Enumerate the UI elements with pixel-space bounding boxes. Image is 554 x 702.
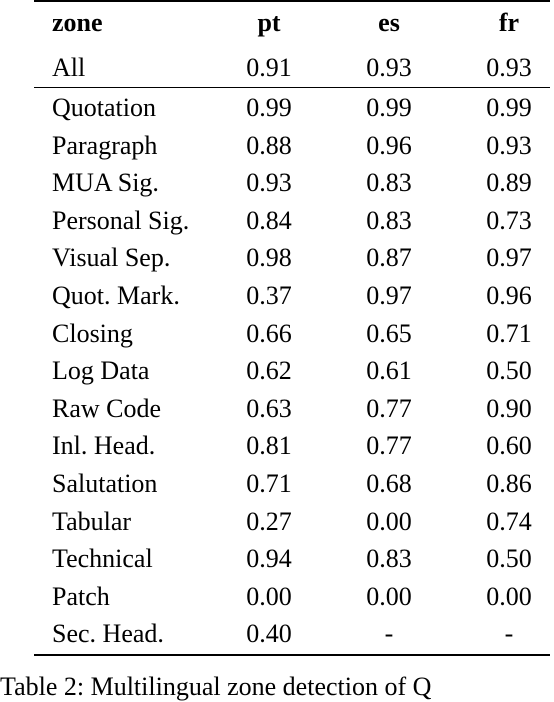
cell-fr: 0.86 (486, 469, 532, 498)
cell-zone: Quot. Mark. (52, 281, 180, 310)
table-row: Technical 0.94 0.83 0.50 (34, 540, 550, 578)
cell-pt: 0.99 (246, 93, 292, 122)
cell-pt: 0.71 (246, 469, 292, 498)
cell-fr: 0.50 (486, 356, 532, 386)
cell-es: 0.83 (366, 205, 412, 235)
table-row: Inl. Head. 0.81 0.77 0.60 (34, 427, 550, 465)
cell-es: - (384, 619, 394, 649)
cell-pt: 0.81 (246, 431, 292, 461)
cell-zone: Raw Code (52, 393, 162, 423)
table-row: Closing 0.66 0.65 0.71 (34, 315, 550, 353)
table-row: Patch 0.00 0.00 0.00 (34, 578, 550, 616)
cell-zone: Closing (52, 318, 133, 348)
cell-es: 0.00 (366, 581, 412, 611)
header-es: es (378, 8, 400, 37)
cell-fr: 0.90 (486, 393, 532, 423)
summary-es: 0.93 (366, 53, 412, 82)
table-row: Raw Code 0.63 0.77 0.90 (34, 390, 550, 428)
table-row: Visual Sep. 0.98 0.87 0.97 (34, 239, 550, 277)
table-row: Log Data 0.62 0.61 0.50 (34, 352, 550, 390)
table-top-rule (34, 0, 550, 2)
cell-pt: 0.37 (246, 281, 292, 310)
cell-fr: - (504, 619, 514, 649)
cell-fr: 0.89 (486, 168, 532, 198)
header-pt: pt (257, 8, 281, 37)
cell-zone: Quotation (52, 93, 156, 122)
cell-pt: 0.40 (246, 619, 292, 649)
table-row: Paragraph 0.88 0.96 0.93 (34, 127, 550, 165)
cell-zone: Technical (52, 544, 153, 574)
table-row: Tabular 0.27 0.00 0.74 (34, 503, 550, 541)
table-row: MUA Sig. 0.93 0.83 0.89 (34, 164, 550, 202)
cell-es: 0.77 (366, 393, 412, 423)
cell-es: 0.87 (366, 243, 412, 273)
cell-fr: 0.74 (486, 506, 532, 536)
cell-fr: 0.96 (486, 281, 532, 310)
cell-pt: 0.00 (246, 581, 292, 611)
header-fr: fr (498, 8, 520, 37)
cell-fr: 0.93 (486, 130, 532, 160)
cell-fr: 0.99 (486, 93, 532, 122)
cell-es: 0.00 (366, 506, 412, 536)
cell-fr: 0.97 (486, 243, 532, 273)
table-row: Quot. Mark. 0.37 0.97 0.96 (34, 277, 550, 315)
cell-zone: Inl. Head. (52, 431, 156, 461)
cell-pt: 0.63 (246, 393, 292, 423)
table-row: Salutation 0.71 0.68 0.86 (34, 465, 550, 503)
table-row: Sec. Head. 0.40 - - (34, 615, 550, 653)
cell-zone: Patch (52, 581, 110, 611)
cell-pt: 0.93 (246, 168, 292, 198)
cell-pt: 0.27 (246, 506, 292, 536)
table-row: Personal Sig. 0.84 0.83 0.73 (34, 202, 550, 240)
cell-zone: Tabular (52, 506, 132, 536)
cell-zone: Log Data (52, 356, 150, 386)
cell-fr: 0.00 (486, 581, 532, 611)
cell-fr: 0.50 (486, 544, 532, 574)
cell-fr: 0.73 (486, 205, 532, 235)
cell-fr: 0.71 (486, 318, 532, 348)
summary-fr: 0.93 (486, 53, 532, 82)
cell-pt: 0.84 (246, 205, 292, 235)
cell-zone: MUA Sig. (52, 168, 159, 198)
cell-pt: 0.66 (246, 318, 292, 348)
cell-zone: Salutation (52, 469, 158, 498)
header-zone: zone (52, 8, 103, 37)
cell-es: 0.61 (366, 356, 412, 386)
cell-zone: Paragraph (52, 130, 158, 160)
table-mid-rule (34, 87, 550, 89)
cell-es: 0.65 (366, 318, 412, 348)
cell-pt: 0.88 (246, 130, 292, 160)
cell-es: 0.99 (366, 93, 412, 122)
cell-pt: 0.98 (246, 243, 292, 273)
cell-es: 0.68 (366, 469, 412, 498)
table-bottom-rule (34, 654, 550, 656)
table-caption: Table 2: Multilingual zone detection of … (0, 672, 432, 701)
summary-pt: 0.91 (246, 53, 292, 82)
table-header-row: zone pt es fr (34, 2, 550, 40)
cell-es: 0.96 (366, 130, 412, 160)
cell-es: 0.83 (366, 544, 412, 574)
cell-es: 0.97 (366, 281, 412, 310)
cell-zone: Visual Sep. (52, 243, 171, 273)
cell-zone: Sec. Head. (52, 619, 164, 649)
cell-zone: Personal Sig. (52, 205, 190, 235)
cell-pt: 0.94 (246, 544, 292, 574)
table-row: Quotation 0.99 0.99 0.99 (34, 89, 550, 127)
cell-es: 0.77 (366, 431, 412, 461)
cell-pt: 0.62 (246, 356, 292, 386)
summary-row: All 0.91 0.93 0.93 (34, 49, 550, 87)
summary-zone: All (52, 53, 86, 82)
cell-es: 0.83 (366, 168, 412, 198)
cell-fr: 0.60 (486, 431, 532, 461)
